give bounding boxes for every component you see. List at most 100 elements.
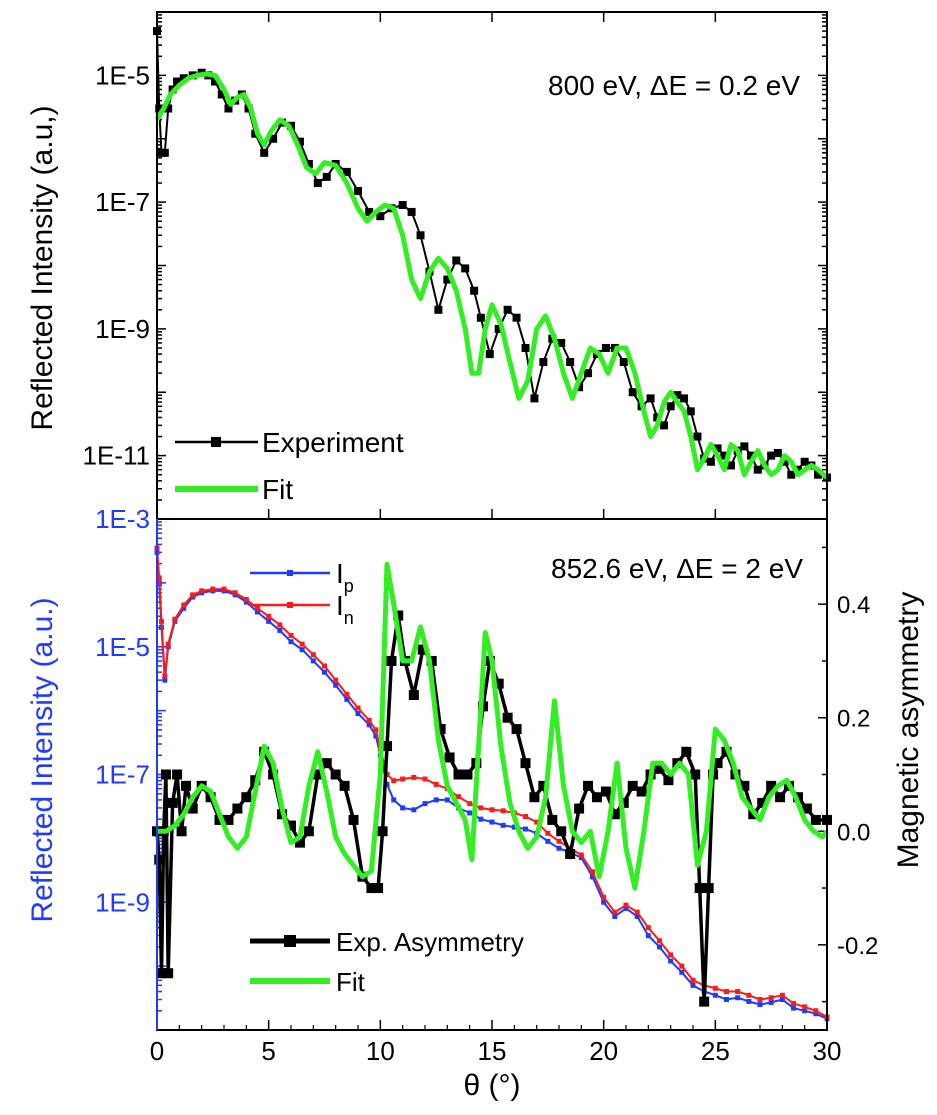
top-experiment-point <box>680 394 689 403</box>
top-panel: 1E-5 1E-7 1E-9 1E-11 800 eV, ΔE = 0.2 eV Re… <box>26 11 831 520</box>
bottom-intensity-point-n <box>545 830 551 836</box>
bottom-asymmetry-point <box>187 803 198 814</box>
bottom-intensity-point-p <box>779 997 785 1003</box>
legend-ip-label: Ip <box>336 558 354 596</box>
bottom-asymmetry-point <box>444 752 455 763</box>
bottom-asymmetry-point <box>654 763 665 774</box>
bottom-intensity-point-n <box>467 801 473 807</box>
bottom-asymmetry-point <box>609 809 620 820</box>
bottom-asymmetry-point <box>386 655 397 666</box>
bottom-intensity-point-n <box>724 989 729 995</box>
bottom-series <box>152 545 832 1022</box>
bottom-intensity-point-p <box>391 797 397 803</box>
bottom-intensity-point-n <box>612 909 618 915</box>
top-legend: Experiment Fit <box>175 427 404 505</box>
top-experiment-point <box>443 275 452 284</box>
bottom-intensity-point-n <box>355 705 361 711</box>
legend-in-subscript: n <box>344 608 354 628</box>
bottom-intensity-point-p <box>578 855 584 861</box>
bottom-intensity-point-n <box>373 727 379 733</box>
bottom-asymmetry-point <box>636 786 647 797</box>
bottom-intensity-point-n <box>162 673 168 679</box>
bottom-y-axis-label: Reflected Intensity (a.u.) <box>26 597 59 922</box>
legend-in-name: I <box>336 590 344 621</box>
top-experiment-point <box>584 369 593 378</box>
bottom-intensity-point-n <box>757 997 763 1003</box>
bottom-intensity-point-n <box>534 819 540 825</box>
bottom-intensity-point-n <box>158 618 164 624</box>
top-experiment-point <box>164 104 173 113</box>
bottom-asymmetry-point <box>520 758 531 769</box>
bottom-intensity-point-n <box>746 992 752 998</box>
top-experiment-point <box>476 313 485 322</box>
top-experiment-point <box>224 104 233 113</box>
top-experiment-point <box>720 451 729 460</box>
top-experiment-point <box>398 201 407 210</box>
top-experiment-point <box>407 207 416 216</box>
bottom-asymmetry-point <box>417 644 428 655</box>
bottom-asymmetry-point <box>339 780 350 791</box>
bottom-y-tick-label: 1E-5 <box>95 632 150 662</box>
bottom-intensity-point-n <box>623 902 629 908</box>
bottom-intensity-point-n <box>411 774 417 780</box>
bottom-intensity-point-p <box>181 605 187 611</box>
bottom-intensity-point-p <box>768 999 774 1005</box>
bottom-asymmetry-point <box>757 797 768 808</box>
bottom-asymmetry-point <box>493 678 504 689</box>
bottom-asymmetry-point <box>690 769 701 780</box>
bottom-intensity-point-n <box>523 814 528 820</box>
bottom-asymmetry-point <box>583 780 594 791</box>
bottom-asymmetry-point <box>801 803 812 814</box>
legend-ip-name: I <box>336 558 344 589</box>
top-experiment-point <box>800 457 809 466</box>
top-experiment-point <box>787 470 796 479</box>
bottom-intensity-point-n <box>165 641 171 647</box>
legend-experiment-label: Experiment <box>262 427 404 458</box>
top-experiment-point <box>773 449 782 458</box>
bottom-asymmetry-point <box>462 769 473 780</box>
bottom-asymmetry-point <box>382 741 393 752</box>
bottom-intensity-point-n <box>813 1008 819 1014</box>
bottom-intensity-point-n <box>190 592 196 598</box>
legend-fit-label: Fit <box>262 474 293 505</box>
bottom-intensity-point-n <box>791 1000 796 1006</box>
bottom-intensity-point-p <box>623 905 629 911</box>
bottom-asymmetry-fit-line <box>157 561 829 891</box>
top-experiment-point <box>470 286 479 295</box>
legend-in-marker <box>287 602 293 608</box>
bottom-asymmetry-point <box>393 610 404 621</box>
bottom-intensity-point-p <box>757 1002 763 1008</box>
bottom-annotation: 852.6 eV, ΔE = 2 eV <box>551 553 803 584</box>
bottom-intensity-point-n <box>556 838 562 844</box>
bottom-intensity-point-p <box>612 913 618 919</box>
bottom-asymmetry-point <box>453 769 464 780</box>
top-experiment-point <box>666 402 675 411</box>
bottom-intensity-point-p <box>444 797 450 803</box>
bottom-intensity-point-p <box>590 874 595 880</box>
bottom-intensity-point-n <box>333 677 339 683</box>
bottom-intensity-point-n <box>391 778 397 784</box>
bottom-asymmetry-point <box>600 786 611 797</box>
x-tick-label: 5 <box>261 1036 275 1066</box>
x-tick-label: 15 <box>478 1036 507 1066</box>
bottom-asymmetry-point <box>366 883 377 894</box>
bottom-intensity-point-n <box>310 652 316 658</box>
bottom-intensity-point-n <box>433 781 439 787</box>
bottom-intensity-point-p <box>634 913 640 919</box>
bottom-intensity-point-p <box>373 733 379 739</box>
bottom-asymmetry-point <box>547 814 558 825</box>
bottom-asymmetry-point <box>511 724 522 735</box>
bottom-asymmetry-point <box>312 769 323 780</box>
top-experiment-point <box>260 148 269 157</box>
bottom-asymmetry-point <box>223 814 234 825</box>
bottom-intensity-point-p <box>690 982 696 988</box>
top-experiment-point <box>740 442 749 451</box>
bottom-asymmetry-point <box>181 780 192 791</box>
bottom-intensity-point-n <box>156 575 162 581</box>
bottom-asymmetry-point <box>435 724 446 735</box>
top-experiment-point <box>434 305 443 314</box>
bottom-intensity-point-p <box>333 682 339 688</box>
top-experiment-point <box>313 179 322 188</box>
bottom-asymmetry-point <box>163 968 174 979</box>
